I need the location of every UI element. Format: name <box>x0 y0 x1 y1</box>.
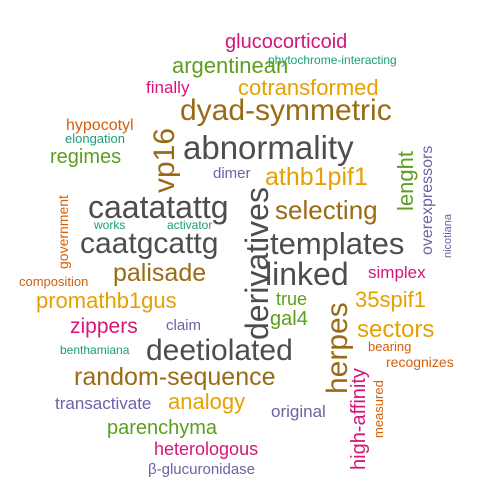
cloud-word: random-sequence <box>74 363 276 391</box>
cloud-word: simplex <box>368 263 426 282</box>
cloud-word: finally <box>146 78 190 97</box>
cloud-word: dimer <box>213 165 251 182</box>
cloud-word: nicotiana <box>442 213 454 258</box>
cloud-word: elongation <box>65 131 125 146</box>
cloud-word: selecting <box>275 195 378 225</box>
cloud-word: benthamiana <box>60 343 130 357</box>
cloud-word: promathb1gus <box>36 288 177 313</box>
cloud-word: palisade <box>113 259 207 287</box>
cloud-word: activator <box>167 218 213 232</box>
cloud-word: gal4 <box>270 308 308 330</box>
cloud-word: phytochrome-interacting <box>268 53 397 67</box>
cloud-word: 35spif1 <box>355 287 426 312</box>
cloud-word: β-glucuronidase <box>148 461 256 478</box>
cloud-word: heterologous <box>154 439 259 459</box>
cloud-word: lenght <box>393 151 418 211</box>
cloud-word: dyad-symmetric <box>180 94 392 127</box>
cloud-word: vp16 <box>148 127 181 193</box>
cloud-word: government <box>55 195 71 269</box>
cloud-word: caatatattg <box>88 189 229 225</box>
cloud-word: sectors <box>357 316 435 343</box>
cloud-word: argentinean <box>172 53 289 78</box>
cloud-word: analogy <box>168 389 246 414</box>
cloud-word: glucocorticoid <box>225 31 348 53</box>
cloud-word: linked <box>265 256 349 292</box>
cloud-word: claim <box>166 317 202 334</box>
cloud-word: true <box>276 289 308 309</box>
cloud-word: athb1pif1 <box>265 163 368 191</box>
cloud-word: recognizes <box>386 354 454 370</box>
cloud-word: abnormality <box>183 129 354 166</box>
cloud-word: overexpressors <box>419 145 436 255</box>
cloud-word: parenchyma <box>107 417 218 439</box>
cloud-word: transactivate <box>55 394 152 413</box>
cloud-word: bearing <box>368 339 412 354</box>
cloud-word: composition <box>19 274 89 289</box>
cloud-word: measured <box>371 380 386 438</box>
cloud-word: original <box>271 402 326 421</box>
cloud-word: hypocotyl <box>66 117 134 134</box>
cloud-word: deetiolated <box>146 334 293 367</box>
cloud-word: caatgcattg <box>80 227 219 260</box>
cloud-word: templates <box>270 226 405 261</box>
cloud-word: high-affinity <box>348 368 370 470</box>
cloud-word: zippers <box>70 315 138 338</box>
cloud-word: cotransformed <box>238 75 379 100</box>
cloud-word: regimes <box>50 146 122 168</box>
cloud-word: works <box>94 218 126 232</box>
